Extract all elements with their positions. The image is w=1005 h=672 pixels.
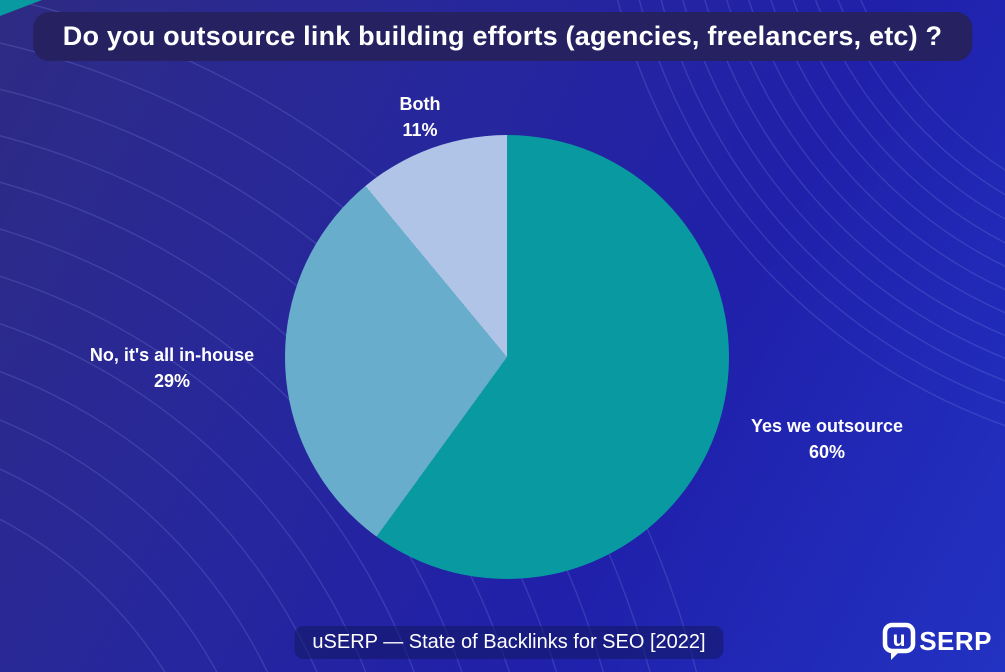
teal-corner-accent [0,0,42,16]
logo-bubble-letter: u [893,628,906,651]
slice-label-in-house: No, it's all in-house 29% [62,342,282,394]
source-caption-text: uSERP — State of Backlinks for SEO [2022… [312,631,706,653]
source-caption: uSERP — State of Backlinks for SEO [2022… [294,626,724,659]
slice-label-outsource-pct: 60% [808,442,846,463]
slice-label-in-house-pct: 29% [153,371,191,392]
chart-title: Do you outsource link building efforts (… [32,12,973,61]
slice-label-both-pct: 11% [402,120,438,141]
chart-title-text: Do you outsource link building efforts (… [62,21,943,51]
userp-speech-bubble-u-icon: u [882,622,916,660]
slice-label-outsource: Yes we outsource 60% [717,413,937,465]
pie-chart [285,135,729,579]
userp-logo: u SERP [882,621,992,661]
slice-label-both-name: Both [399,94,441,114]
logo-wordmark: SERP [919,625,992,656]
slice-label-in-house-name: No, it's all in-house [89,345,255,365]
slice-label-outsource-name: Yes we outsource [750,416,904,436]
slice-label-both: Both 11% [330,91,510,143]
